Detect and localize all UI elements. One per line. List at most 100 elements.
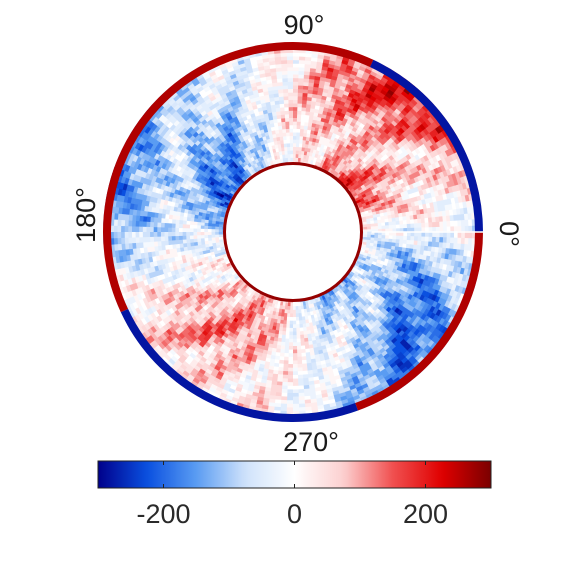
heatmap-cell	[128, 232, 133, 239]
heatmap-cell	[318, 139, 323, 145]
heatmap-cell	[321, 125, 328, 131]
heatmap-cell	[176, 207, 182, 213]
heatmap-cell	[191, 195, 197, 201]
heatmap-cell	[315, 61, 323, 67]
heatmap-cell	[184, 205, 190, 211]
heatmap-cell	[390, 213, 396, 219]
heatmap-cell	[113, 219, 118, 227]
heatmap-cell	[212, 215, 217, 219]
heatmap-cell	[275, 71, 283, 76]
heatmap-cell	[142, 232, 147, 238]
heatmap-cell	[390, 210, 395, 215]
heatmap-cell	[144, 302, 152, 311]
heatmap-cell	[359, 89, 368, 97]
heatmap-cell	[208, 243, 213, 248]
heatmap-cell	[255, 103, 262, 109]
heatmap-cell	[305, 136, 310, 142]
heatmap-cell	[461, 225, 466, 232]
heatmap-cell	[117, 281, 123, 290]
heatmap-cell	[374, 228, 379, 232]
heatmap-cell	[320, 95, 327, 101]
heatmap-cell	[175, 219, 180, 225]
heatmap-cell	[278, 132, 283, 138]
heatmap-cell	[174, 256, 179, 262]
heatmap-cell	[131, 147, 139, 156]
heatmap-cell	[423, 212, 429, 219]
heatmap-cell	[462, 200, 468, 209]
heatmap-cell	[297, 70, 305, 75]
heatmap-cell	[302, 89, 308, 94]
heatmap-cell	[182, 228, 187, 233]
heatmap-cell	[400, 90, 409, 98]
heatmap-cell	[176, 251, 182, 258]
heatmap-cell	[308, 140, 313, 146]
heatmap-cell	[171, 232, 176, 237]
heatmap-cell	[189, 86, 197, 94]
heatmap-cell	[281, 392, 289, 397]
heatmap-cell	[341, 55, 350, 62]
heatmap-cell	[292, 99, 298, 104]
heatmap-cell	[344, 67, 352, 74]
heatmap-cell	[283, 99, 289, 104]
heatmap-cell	[153, 153, 160, 161]
heatmap-cell	[152, 132, 160, 141]
heatmap-cell	[362, 195, 368, 201]
heatmap-cell	[285, 52, 293, 57]
heatmap-cell	[468, 224, 473, 232]
heatmap-cell	[367, 226, 372, 230]
heatmap-cell	[126, 260, 133, 268]
heatmap-cell	[156, 285, 163, 293]
heatmap-cell	[401, 211, 407, 217]
heatmap-cell	[392, 79, 401, 88]
heatmap-cell	[298, 389, 305, 394]
heatmap-cell	[219, 241, 224, 246]
heatmap-cell	[220, 93, 228, 100]
heatmap-cell	[211, 240, 216, 244]
heatmap-cell	[203, 85, 211, 93]
heatmap-cell	[113, 244, 119, 252]
heatmap-cell	[284, 150, 288, 155]
heatmap-cell	[200, 222, 205, 227]
heatmap-cell	[288, 364, 294, 369]
heatmap-cell	[448, 166, 455, 175]
heatmap-cell	[313, 108, 320, 114]
heatmap-cell	[146, 167, 153, 175]
heatmap-cell	[116, 175, 123, 184]
heatmap-cell	[413, 222, 419, 228]
heatmap-cell	[296, 117, 301, 122]
heatmap-cell	[144, 200, 150, 208]
heatmap-cell	[141, 152, 148, 161]
heatmap-cell	[404, 206, 410, 213]
heatmap-cell	[298, 63, 305, 68]
heatmap-cell	[155, 255, 161, 262]
heatmap-cell	[229, 89, 237, 96]
heatmap-cell	[351, 82, 359, 89]
heatmap-cell	[425, 108, 434, 117]
heatmap-cell	[309, 130, 315, 135]
heatmap-cell	[186, 83, 195, 91]
heatmap-cell	[375, 94, 384, 102]
heatmap-cell	[311, 122, 317, 128]
heatmap-cell	[284, 352, 290, 358]
heatmap-cell	[128, 209, 134, 216]
heatmap-cell	[143, 252, 149, 259]
heatmap-cell	[359, 197, 365, 202]
heatmap-cell	[183, 212, 188, 218]
heatmap-cell	[298, 59, 306, 65]
heatmap-cell	[307, 122, 313, 127]
heatmap-cell	[267, 57, 276, 62]
heatmap-cell	[395, 201, 401, 207]
heatmap-cell	[234, 99, 241, 105]
heatmap-cell	[307, 85, 314, 91]
heatmap-cell	[287, 309, 291, 314]
heatmap-cell	[181, 254, 186, 261]
heatmap-cell	[151, 251, 156, 258]
heatmap-cell	[196, 201, 202, 206]
heatmap-cell	[311, 137, 317, 143]
heatmap-cell	[297, 88, 303, 93]
heatmap-cell	[443, 162, 450, 171]
heatmap-cell	[192, 79, 200, 87]
heatmap-cell	[175, 215, 181, 221]
heatmap-cell	[282, 132, 287, 137]
heatmap-cell	[227, 70, 236, 77]
